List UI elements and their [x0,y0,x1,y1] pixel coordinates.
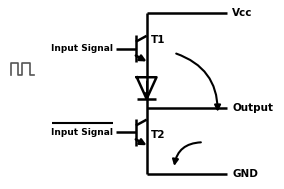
Text: GND: GND [232,169,258,179]
Text: T1: T1 [151,35,165,45]
Text: Vcc: Vcc [232,8,253,18]
Text: Output: Output [232,103,273,113]
Text: Input Signal: Input Signal [51,128,113,137]
Text: Input Signal: Input Signal [51,44,113,53]
Text: T2: T2 [151,130,165,140]
